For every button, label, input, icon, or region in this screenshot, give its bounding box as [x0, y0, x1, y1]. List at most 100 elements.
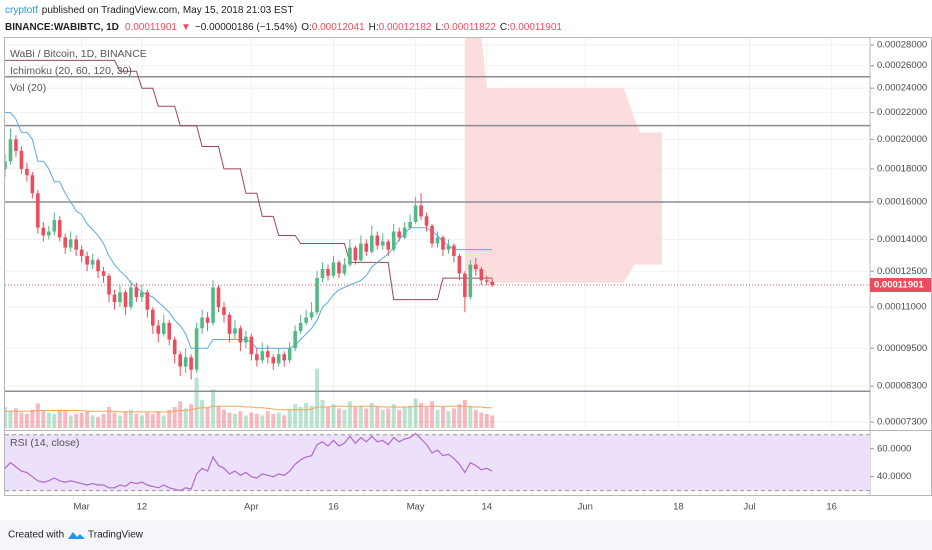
volume-bar [271, 414, 276, 428]
kumo-cloud [464, 38, 662, 283]
symbol-line: BINANCE:WABIBTC, 1D 0.00011901 ▼ −0.0000018… [5, 22, 562, 33]
last-price-label: 0.00011901 [874, 280, 924, 291]
volume-bar [161, 415, 166, 428]
y-tick-label: 0.00014000 [877, 234, 927, 245]
volume-bar [139, 415, 144, 428]
conversion-line [5, 112, 493, 349]
volume-bar [35, 403, 40, 428]
volume-bar [353, 407, 358, 428]
volume-bar [96, 416, 101, 428]
candle-body [397, 231, 401, 238]
volume-bar [462, 400, 467, 428]
footer-bar [0, 520, 932, 550]
candle-body [298, 322, 303, 332]
candle-body [282, 354, 287, 361]
volume-bar [156, 411, 161, 428]
candle-body [90, 260, 95, 265]
y-tick-label: 0.00020000 [877, 134, 927, 145]
footer-brand[interactable]: TradingView [88, 530, 144, 541]
volume-bar [282, 415, 287, 428]
candle-body [348, 247, 352, 265]
volume-bar [46, 412, 51, 428]
author[interactable]: cryptotf [5, 5, 38, 16]
candle-body [353, 247, 358, 261]
candle-body [276, 354, 281, 364]
candle-body [315, 278, 319, 313]
candle-body [227, 314, 232, 334]
rsi-band [5, 434, 870, 491]
volume-bar [331, 404, 336, 428]
volume-bar [276, 412, 281, 428]
candle-body [435, 237, 440, 244]
volume-bar [128, 409, 133, 428]
c-label: C: [500, 22, 510, 33]
candle-body [41, 227, 46, 236]
candle-body [14, 139, 18, 151]
volume-bar [369, 402, 374, 428]
volume-bar [221, 409, 226, 428]
volume-bar [326, 407, 331, 428]
volume-bar [216, 405, 221, 428]
h-value: 0.00012182 [379, 22, 432, 33]
x-tick-label: Jun [578, 502, 593, 513]
candle-body [441, 237, 445, 250]
volume-bar [440, 407, 445, 428]
candle-body [479, 269, 484, 281]
l-label: L: [435, 22, 443, 33]
candle-body [380, 241, 385, 246]
candle-body [19, 150, 24, 169]
candle-body [474, 264, 478, 270]
candle-body [391, 231, 396, 250]
candle-body [304, 317, 308, 323]
candle-body [424, 216, 429, 226]
volume-bar [336, 408, 341, 428]
candle-body [468, 264, 473, 298]
header-line: cryptotf published on TradingView.com, Ma… [5, 5, 293, 16]
y-tick-label: 0.00016000 [877, 196, 927, 207]
candle-body [156, 325, 161, 334]
candle-body [183, 357, 188, 367]
volume-bar [90, 415, 95, 428]
y-tick-label: 0.00012500 [877, 266, 927, 277]
h-label: H: [369, 22, 379, 33]
volume-bar [413, 398, 418, 428]
y-tick-label: 0.00011000 [877, 302, 927, 313]
candle-body [238, 328, 243, 343]
last-price-box [870, 278, 931, 293]
volume-bar [85, 411, 90, 428]
candle-body [161, 322, 166, 334]
volume-bar [473, 409, 478, 428]
volume-bar [19, 412, 24, 428]
y-tick-label: 0.00008300 [877, 381, 927, 392]
candle-body [370, 235, 374, 252]
volume-bar [238, 411, 243, 428]
x-tick-label: Mar [73, 502, 89, 513]
volume-bar [24, 414, 29, 428]
candle-body [216, 287, 221, 308]
candle-body [140, 292, 144, 298]
volume-bar [145, 412, 150, 428]
volume-bar [30, 409, 35, 428]
candle-body [178, 354, 182, 367]
volume-bar [446, 411, 451, 428]
x-tick-label: Jul [743, 502, 755, 513]
x-tick-label: 16 [826, 502, 837, 513]
candle-body [57, 220, 62, 238]
candle-body [490, 281, 495, 286]
volume-bar [79, 412, 84, 428]
published: published on TradingView.com, May 15, 20… [42, 5, 294, 16]
volume-bar [320, 400, 325, 428]
candle-body [446, 245, 451, 250]
x-tick-label: 14 [481, 502, 492, 513]
volume-bar [227, 412, 232, 428]
y-tick-label: 0.00018000 [877, 163, 927, 174]
footer-created: Created with [8, 530, 64, 541]
volume-bar [457, 404, 462, 428]
ichimoku-title: Ichimoku (20, 60, 120, 30) [10, 65, 132, 77]
candle-body [430, 225, 434, 244]
volume-bar [41, 411, 46, 428]
candle-body [194, 328, 199, 370]
y-tick-label: 0.00028000 [877, 39, 927, 50]
y-tick-label: 0.00026000 [877, 60, 927, 71]
volume-bar [8, 410, 13, 428]
